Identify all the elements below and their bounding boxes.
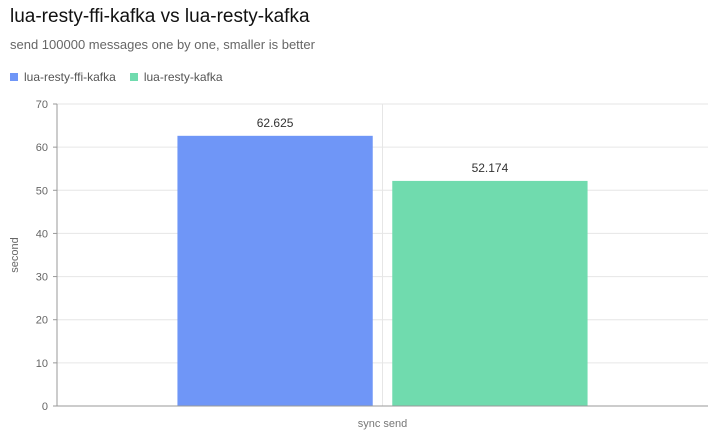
chart-title: lua-resty-ffi-kafka vs lua-resty-kafka [10, 6, 310, 27]
y-tick-label-70: 70 [36, 99, 48, 111]
legend-label-kafka: lua-resty-kafka [143, 70, 223, 84]
data-label-lua-resty-ffi-kafka: 62.625 [257, 116, 294, 130]
legend-swatch-kafka [129, 73, 138, 81]
y-axis-title: second [9, 237, 21, 272]
legend-swatch-ffi-kafka [10, 73, 18, 81]
bars [177, 135, 588, 406]
y-tick-label-0: 0 [42, 401, 48, 413]
legend-item-kafka[interactable]: lua-resty-kafka [129, 70, 223, 84]
y-tick-label-30: 30 [36, 272, 48, 284]
x-category-label: sync send [358, 418, 408, 430]
legend: lua-resty-ffi-kafka lua-resty-kafka [10, 70, 237, 84]
grid-lines [57, 103, 708, 406]
y-tick-label-60: 60 [36, 142, 48, 154]
data-label-lua-resty-kafka: 52.174 [472, 161, 509, 175]
bar-lua-resty-kafka [392, 180, 588, 406]
labels: 0 10 20 30 40 50 60 70 62.625 52.174 sync send seco… [9, 99, 509, 430]
chart-subtitle: send 100000 messages one by one, smaller… [10, 37, 315, 52]
y-tick-label-10: 10 [36, 358, 48, 370]
y-tick-label-50: 50 [36, 185, 48, 197]
axes [53, 103, 708, 407]
y-tick-label-40: 40 [36, 228, 48, 240]
bar-lua-resty-ffi-kafka [177, 135, 373, 406]
legend-item-ffi-kafka[interactable]: lua-resty-ffi-kafka [10, 70, 116, 84]
legend-label-ffi-kafka: lua-resty-ffi-kafka [24, 70, 116, 84]
y-tick-label-20: 20 [36, 315, 48, 327]
